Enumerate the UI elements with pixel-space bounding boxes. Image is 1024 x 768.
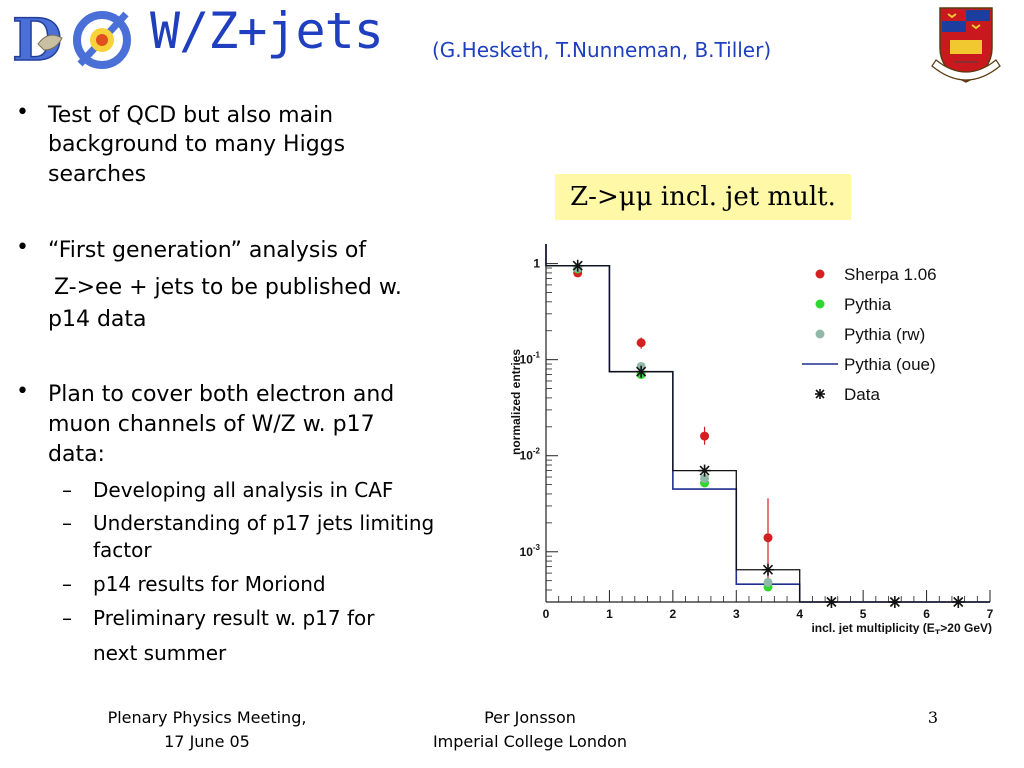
footer-meeting: Plenary Physics Meeting, 17 June 05 — [72, 706, 342, 754]
x-tick-label: 3 — [733, 607, 740, 621]
dzero-logo-icon: D — [8, 6, 140, 70]
data-histogram — [545, 244, 990, 603]
bullet-1-line-1: Test of QCD but also main — [48, 103, 334, 128]
bullet-dot: • — [16, 235, 29, 260]
chart-histograms — [545, 244, 990, 603]
data-star-point — [762, 563, 774, 576]
x-tick-label: 4 — [796, 607, 803, 621]
sub-bullet-1: Developing all analysis in CAF — [93, 478, 394, 502]
legend-label: Pythia — [844, 295, 892, 314]
imperial-college-crest-icon — [931, 7, 1001, 83]
y-tick-label: 10-3 — [520, 543, 541, 559]
x-tick-label: 1 — [606, 607, 613, 621]
data-point — [763, 577, 773, 587]
bullet-2-line-3: p14 data — [48, 307, 147, 332]
footer-presenter-name: Per Jonsson — [484, 708, 576, 727]
bullet-3-line-2: muon channels of W/Z w. p17 — [48, 412, 375, 437]
sub-bullet-4-line-1: Preliminary result w. p17 for — [93, 606, 375, 630]
bullet-dot: • — [16, 379, 29, 404]
data-point — [636, 338, 646, 348]
plot-caption: Z->μμ incl. jet mult. — [570, 182, 836, 212]
legend-marker — [815, 329, 825, 339]
page-number: 3 — [927, 708, 939, 727]
data-point — [700, 431, 710, 441]
sub-bullet-3: p14 results for Moriond — [93, 572, 326, 596]
legend-label: Pythia (rw) — [844, 325, 925, 344]
sub-bullet-2-line-1: Understanding of p17 jets limiting — [93, 511, 435, 535]
data-star-point — [698, 464, 711, 477]
footer-presenter: Per Jonsson Imperial College London — [400, 706, 660, 754]
x-tick-label: 2 — [670, 607, 677, 621]
bullet-1-line-3: searches — [48, 162, 147, 187]
bullet-2-line-1: “First generation” analysis of — [48, 238, 367, 263]
chart-tick-labels: 0 1 2 3 4 5 6 7 10-3 10-2 10-1 1 — [520, 257, 994, 621]
bullet-3-line-1: Plan to cover both electron and — [48, 382, 395, 407]
data-star-point — [888, 596, 901, 608]
slide-authors: (G.Hesketh, T.Nunneman, B.Tiller) — [432, 38, 772, 62]
sub-bullet-dash: – — [62, 478, 72, 502]
sub-bullet-dash: – — [62, 511, 72, 535]
data-point — [763, 533, 773, 543]
data-star-point — [635, 365, 648, 378]
sub-bullet-2-line-2: factor — [93, 538, 152, 562]
bullet-1-line-2: background to many Higgs — [48, 132, 346, 157]
bullet-2-line-2: Z->ee + jets to be published w. — [54, 275, 402, 300]
y-tick-label: 10-1 — [520, 351, 541, 367]
caption-highlight — [555, 174, 851, 220]
data-star-point — [952, 596, 965, 608]
x-tick-label: 0 — [543, 607, 550, 621]
legend-label: Sherpa 1.06 — [844, 265, 937, 284]
y-tick-label: 1 — [533, 257, 540, 271]
chart-marks — [571, 259, 965, 608]
legend-marker — [815, 269, 825, 279]
x-axis-label: incl. jet multiplicity (ET>20 GeV) — [811, 621, 992, 634]
legend-marker — [815, 389, 825, 399]
data-star-point — [825, 596, 838, 608]
bullet-3-line-3: data: — [48, 442, 105, 467]
jet-multiplicity-chart: 0 1 2 3 4 5 6 7 10-3 10-2 10-1 1 Sherpa 1.06 Pythia P… — [488, 234, 998, 634]
y-axis-label: normalized entries — [509, 349, 523, 455]
legend-marker — [815, 299, 825, 309]
y-tick-label: 10-2 — [520, 447, 541, 463]
bullet-dot: • — [16, 100, 29, 125]
x-tick-label: 7 — [987, 607, 994, 621]
data-point — [700, 473, 710, 483]
legend-label: Pythia (oue) — [844, 355, 936, 374]
slide-title: W/Z+jets — [150, 2, 384, 60]
legend-label: Data — [844, 385, 880, 404]
x-tick-label: 6 — [923, 607, 930, 621]
x-tick-label: 5 — [860, 607, 867, 621]
footer-meeting-line-1: Plenary Physics Meeting, — [107, 708, 307, 727]
footer-meeting-date: 17 June 05 — [164, 732, 250, 751]
footer-presenter-institute: Imperial College London — [432, 732, 628, 751]
sub-bullet-dash: – — [62, 606, 72, 630]
data-star-point — [571, 259, 584, 272]
sub-bullet-4-line-2: next summer — [93, 641, 227, 665]
chart-legend: Sherpa 1.06 Pythia Pythia (rw) Pythia (oue)… — [802, 265, 937, 404]
sub-bullet-dash: – — [62, 572, 72, 596]
